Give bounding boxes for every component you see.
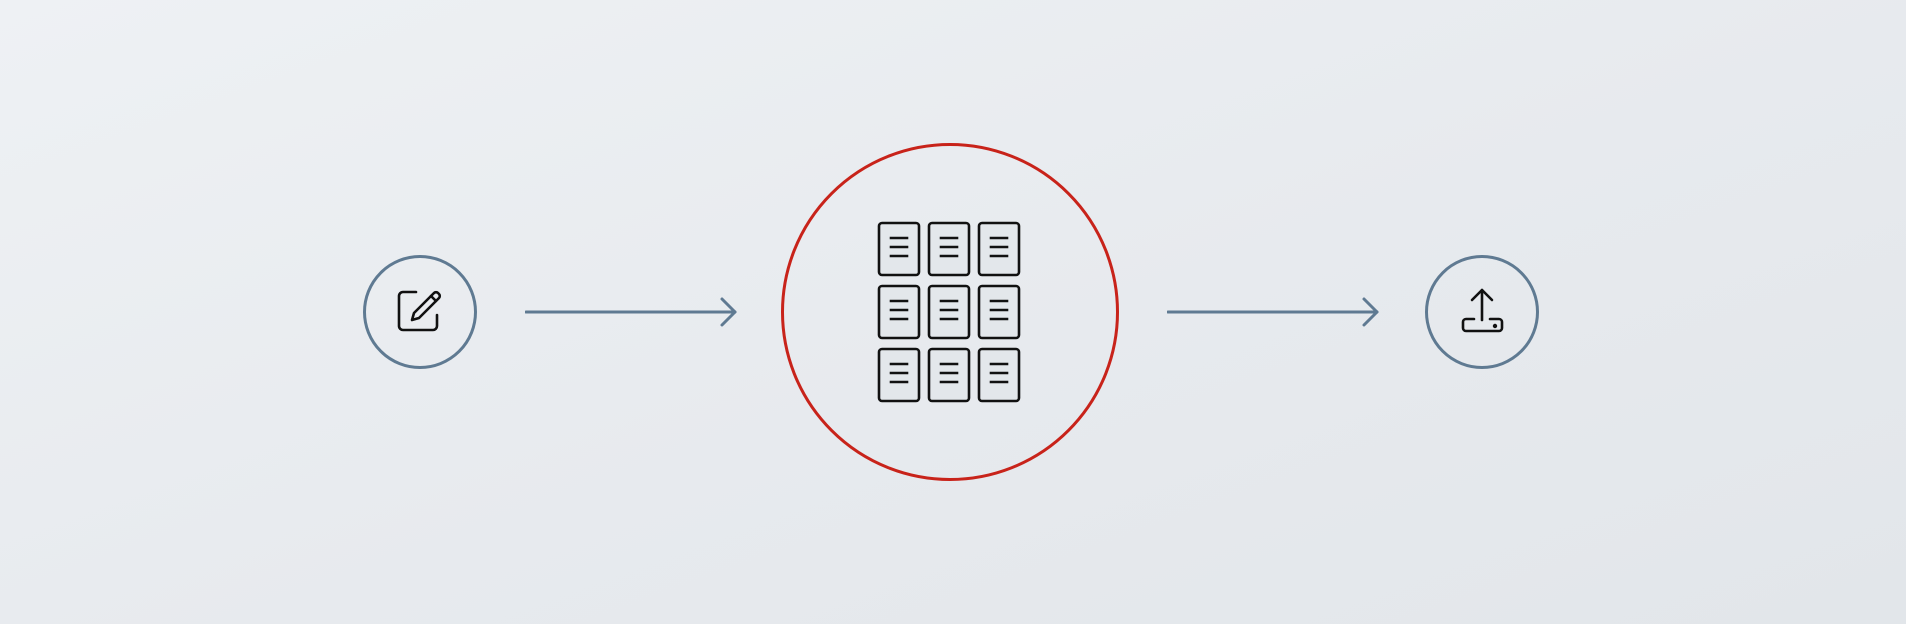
document-icon [927,221,971,277]
edit-icon [397,290,442,332]
document-icon [877,221,921,277]
document-grid-icon [877,221,1021,403]
arrow-documents-to-upload [1167,297,1379,327]
document-icon [927,284,971,340]
documents-node [781,143,1119,481]
document-icon [927,347,971,403]
document-icon [977,347,1021,403]
tray-dot [1492,323,1498,329]
upload-icon [1461,288,1504,333]
arrow-edit-to-documents [525,297,737,327]
document-icon [977,284,1021,340]
document-icon [977,221,1021,277]
edit-node [363,255,477,369]
upload-node [1425,255,1539,369]
document-icon [877,347,921,403]
document-icon [877,284,921,340]
